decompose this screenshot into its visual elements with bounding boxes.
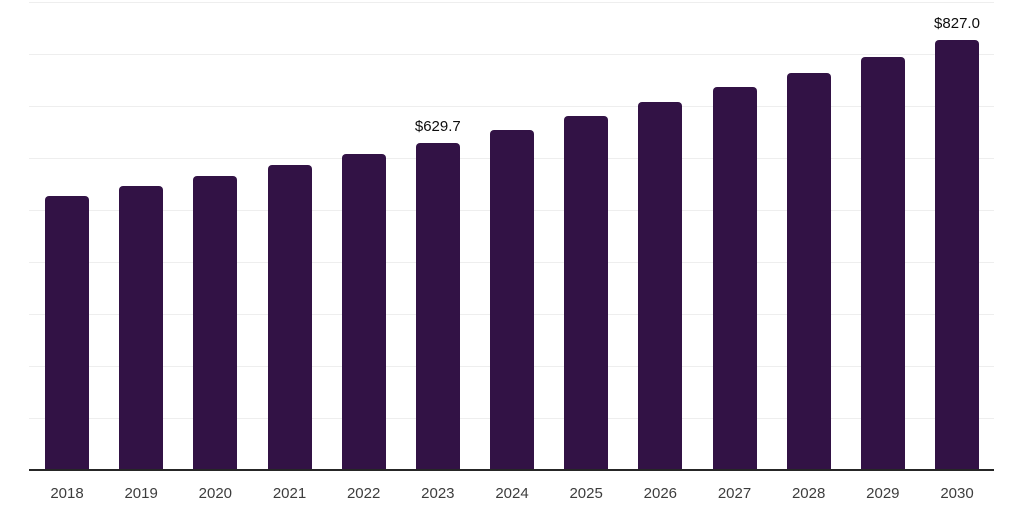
bar-2028 [786,72,831,470]
plot-area [29,2,994,470]
gridline-900 [29,2,994,3]
x-tick-label-2019: 2019 [124,485,158,502]
x-tick-label-2024: 2024 [495,485,529,502]
x-tick-label-2029: 2029 [866,485,900,502]
bar-2022 [341,153,386,470]
bar-2027 [712,86,757,470]
value-label-2030: $827.0 [934,14,980,32]
bar-2025 [564,115,609,470]
bar-2023 [415,142,460,470]
bar-2021 [267,165,312,470]
x-tick-label-2026: 2026 [643,485,678,502]
x-tick-label-2025: 2025 [569,485,603,502]
bar-2029 [860,56,905,470]
bar-2018 [45,195,89,470]
x-tick-label-2018: 2018 [50,485,84,502]
gridline-700 [29,106,994,107]
x-tick-label-2023: 2023 [421,485,455,502]
x-tick-label-2030: 2030 [940,485,974,502]
bar-2024 [490,129,534,470]
x-tick-label-2027: 2027 [717,485,752,502]
x-axis-line [29,469,994,471]
x-tick-label-2022: 2022 [346,485,381,502]
gridline-800 [29,54,994,55]
bar-2030 [935,39,979,470]
bar-2019 [119,185,164,470]
value-label-2023: $629.7 [414,117,461,135]
bar-2020 [193,175,238,470]
x-tick-label-2028: 2028 [791,485,826,502]
x-tick-label-2021: 2021 [272,485,307,502]
bar-2026 [638,101,683,470]
x-tick-label-2020: 2020 [198,485,233,502]
